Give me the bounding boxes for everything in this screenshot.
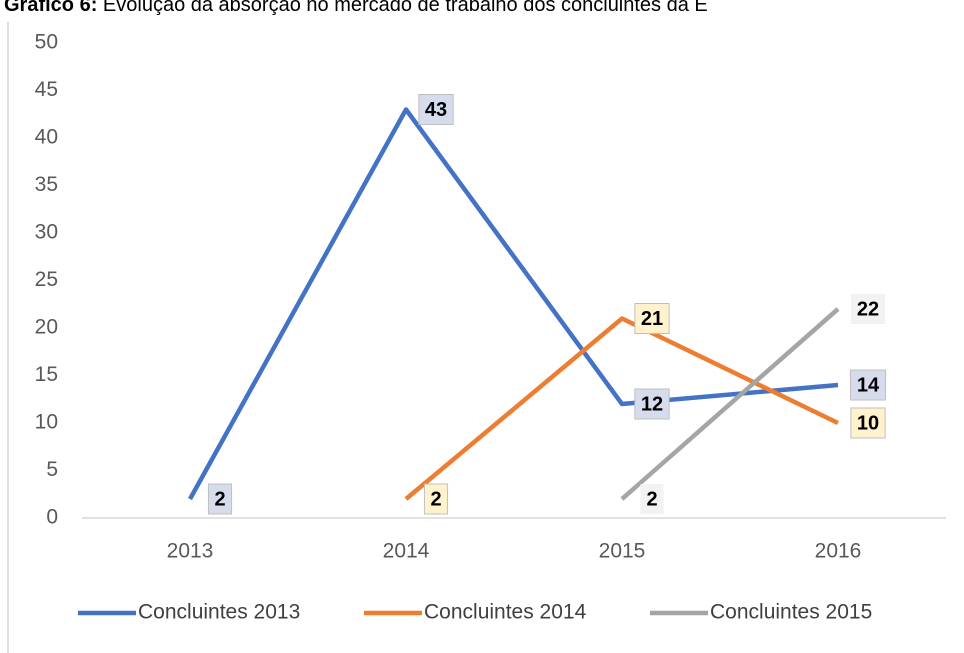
data-label-box [634, 303, 670, 334]
y-tick-label: 10 [35, 411, 58, 434]
y-tick-label: 15 [35, 363, 58, 386]
x-tick-label: 2016 [815, 540, 862, 563]
legend-label: Concluintes 2015 [710, 601, 872, 624]
data-label: 43 [425, 99, 447, 121]
y-tick-label: 30 [35, 221, 58, 244]
y-tick-label: 5 [46, 458, 58, 481]
y-tick-label: 45 [35, 78, 58, 101]
y-tick-label: 35 [35, 173, 58, 196]
y-tick-label: 25 [35, 268, 58, 291]
data-label-box [849, 369, 887, 401]
series-line [620, 307, 840, 501]
x-tick-label: 2015 [599, 540, 646, 563]
y-tick-label: 50 [35, 31, 58, 54]
series-line [188, 107, 839, 501]
data-label: 10 [857, 412, 879, 434]
y-tick-label: 40 [35, 126, 58, 149]
data-label-box [850, 407, 886, 439]
y-tick-label: 0 [46, 506, 58, 529]
legend-label: Concluintes 2014 [424, 601, 587, 624]
data-label-box [634, 388, 670, 420]
data-label: 2 [646, 488, 657, 510]
data-label-box [418, 94, 454, 125]
series-line [404, 316, 839, 501]
y-tick-label: 20 [35, 316, 58, 339]
data-label: 2 [214, 488, 225, 510]
data-label-box [207, 483, 233, 515]
legend-label: Concluintes 2013 [138, 601, 300, 624]
data-label: 22 [857, 298, 879, 320]
data-label-box [640, 484, 664, 514]
x-tick-label: 2013 [167, 540, 214, 563]
title-text: Evolução da absorção no mercado de traba… [103, 0, 708, 16]
x-tick-label: 2014 [383, 540, 430, 563]
chart-title: Gráfico 6: Evolução da absorção no merca… [4, 0, 708, 16]
data-label-box [423, 483, 449, 515]
data-label: 21 [641, 308, 663, 330]
title-label: Gráfico 6: [4, 0, 97, 16]
data-label-box [850, 294, 886, 324]
data-label: 2 [430, 488, 441, 510]
data-label: 14 [857, 374, 880, 396]
data-label: 12 [641, 393, 663, 415]
